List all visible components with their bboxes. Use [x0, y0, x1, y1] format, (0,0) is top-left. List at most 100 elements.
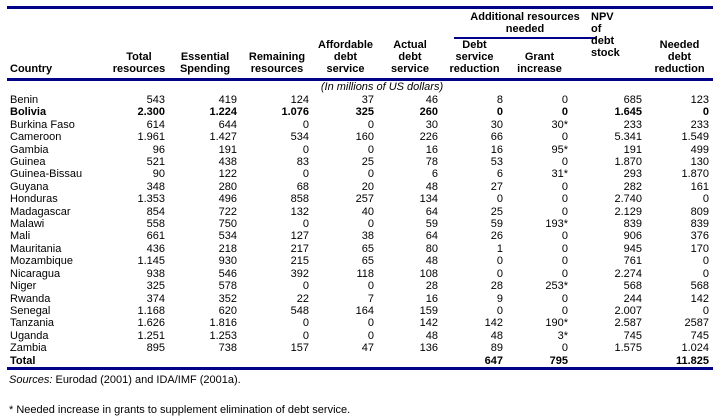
value-cell: 2.274 — [614, 267, 642, 280]
value-cell: 53 — [490, 156, 503, 169]
value-cell: 6 — [431, 168, 438, 181]
value-cell: 930 — [218, 255, 237, 268]
value-cell: 38 — [361, 230, 374, 243]
col-header-essential-spending-label: Essential Spending — [179, 51, 231, 75]
value-cell: 534 — [290, 131, 309, 144]
table-row: Niger 325 578 0 0 28 28 253* 568 568 — [7, 280, 713, 292]
value-cell: 1.168 — [137, 304, 165, 317]
country-cell: Cameroon — [10, 131, 62, 144]
value-cell: 1.870 — [681, 168, 709, 181]
unit-note: (In millions of US dollars) — [320, 81, 444, 93]
value-cell: 1.253 — [209, 329, 237, 342]
value-cell: 25 — [490, 205, 503, 218]
country-cell: Malawi — [10, 218, 45, 231]
value-cell: 839 — [623, 218, 642, 231]
value-cell: 546 — [218, 267, 237, 280]
table-row: Uganda 1.251 1.253 0 0 48 48 3* 745 745 — [7, 330, 713, 342]
value-cell: 253* — [545, 280, 568, 293]
country-cell: Mauritania — [10, 242, 62, 255]
value-cell: 159 — [419, 304, 438, 317]
table-row: Tanzania 1.626 1.816 0 0 142 142 190* 2.587 2587 — [7, 317, 713, 329]
value-cell: 0 — [702, 304, 709, 317]
value-cell: 1.076 — [281, 106, 309, 119]
value-cell: 20 — [361, 180, 374, 193]
country-cell: Bolivia — [10, 106, 47, 119]
value-cell: 215 — [290, 255, 309, 268]
value-cell: 28 — [490, 280, 503, 293]
value-cell: 124 — [290, 94, 309, 106]
value-cell: 8 — [496, 94, 503, 106]
value-cell: 938 — [146, 267, 165, 280]
value-cell: 376 — [690, 230, 709, 243]
value-cell: 95* — [551, 143, 568, 156]
country-cell: Nicaragua — [10, 267, 61, 280]
col-header-debt-service-reduction-label: Debt service reduction — [449, 39, 500, 75]
value-cell: 438 — [218, 156, 237, 169]
value-cell: 0 — [561, 242, 568, 255]
value-cell: 745 — [623, 329, 642, 342]
value-cell: 543 — [146, 94, 165, 106]
value-cell: 2.007 — [614, 304, 642, 317]
value-cell: 47 — [361, 342, 374, 355]
value-cell: 722 — [218, 205, 237, 218]
value-cell: 945 — [623, 242, 642, 255]
country-cell: Guinea — [10, 156, 46, 169]
country-cell: Burkina Faso — [10, 118, 75, 131]
value-cell: 614 — [146, 118, 165, 131]
value-cell: 157 — [290, 342, 309, 355]
value-cell: 233 — [623, 118, 642, 131]
value-cell: 795 — [549, 354, 568, 367]
value-cell: 1.251 — [137, 329, 165, 342]
table-row: Mauritania 436 218 217 65 80 1 0 945 170 — [7, 243, 713, 255]
value-cell: 233 — [690, 118, 709, 131]
debt-resources-table: Country Total resources Essential Spendi… — [7, 6, 713, 370]
value-cell: 142 — [419, 317, 438, 330]
value-cell: 0 — [561, 255, 568, 268]
value-cell: 685 — [623, 94, 642, 106]
value-cell: 325 — [146, 280, 165, 293]
value-cell: 0 — [702, 255, 709, 268]
col-header-actual-debt-service-label: Actual debt service — [391, 39, 429, 75]
table-row: Bolivia 2.300 1.224 1.076 325 260 0 0 1.645 0 — [7, 106, 713, 118]
value-cell: 0 — [302, 329, 309, 342]
country-cell: Zambia — [10, 342, 47, 355]
value-cell: 0 — [496, 193, 503, 206]
table-row: Rwanda 374 352 22 7 16 9 0 244 142 — [7, 293, 713, 305]
country-cell: Gambia — [10, 143, 49, 156]
value-cell: 1 — [496, 242, 503, 255]
value-cell: 1.645 — [614, 106, 642, 119]
value-cell — [241, 355, 313, 369]
country-cell: Guinea-Bissau — [10, 168, 83, 181]
value-cell: 25 — [361, 156, 374, 169]
value-cell: 132 — [290, 205, 309, 218]
value-cell: 0 — [367, 218, 374, 231]
value-cell: 16 — [490, 143, 503, 156]
value-cell: 568 — [690, 280, 709, 293]
value-cell: 325 — [355, 106, 374, 119]
value-cell: 578 — [218, 280, 237, 293]
value-cell: 644 — [218, 118, 237, 131]
value-cell: 906 — [623, 230, 642, 243]
country-cell: Senegal — [10, 304, 51, 317]
value-cell — [109, 355, 169, 369]
value-cell: 218 — [218, 242, 237, 255]
total-row: Total 647 795 11.825 — [7, 355, 713, 369]
col-header-essential-spending: Essential Spending — [169, 8, 241, 80]
value-cell: 352 — [218, 292, 237, 305]
value-cell: 59 — [490, 218, 503, 231]
value-cell: 78 — [425, 156, 438, 169]
country-cell: Guyana — [10, 180, 49, 193]
table-row: Nicaragua 938 546 392 118 108 0 0 2.274 0 — [7, 268, 713, 280]
col-header-country: Country — [7, 8, 109, 80]
col-header-npv-of-debt-stock: NPV of debt stock — [572, 8, 646, 80]
value-cell: 118 — [356, 267, 374, 280]
col-header-country-label: Country — [10, 63, 53, 75]
value-cell: 0 — [302, 143, 309, 156]
value-cell: 142 — [484, 317, 503, 330]
value-cell: 1.626 — [137, 317, 165, 330]
value-cell: 68 — [296, 180, 309, 193]
value-cell: 193* — [545, 218, 568, 231]
value-cell: 0 — [561, 292, 568, 305]
value-cell: 1.549 — [681, 131, 709, 144]
